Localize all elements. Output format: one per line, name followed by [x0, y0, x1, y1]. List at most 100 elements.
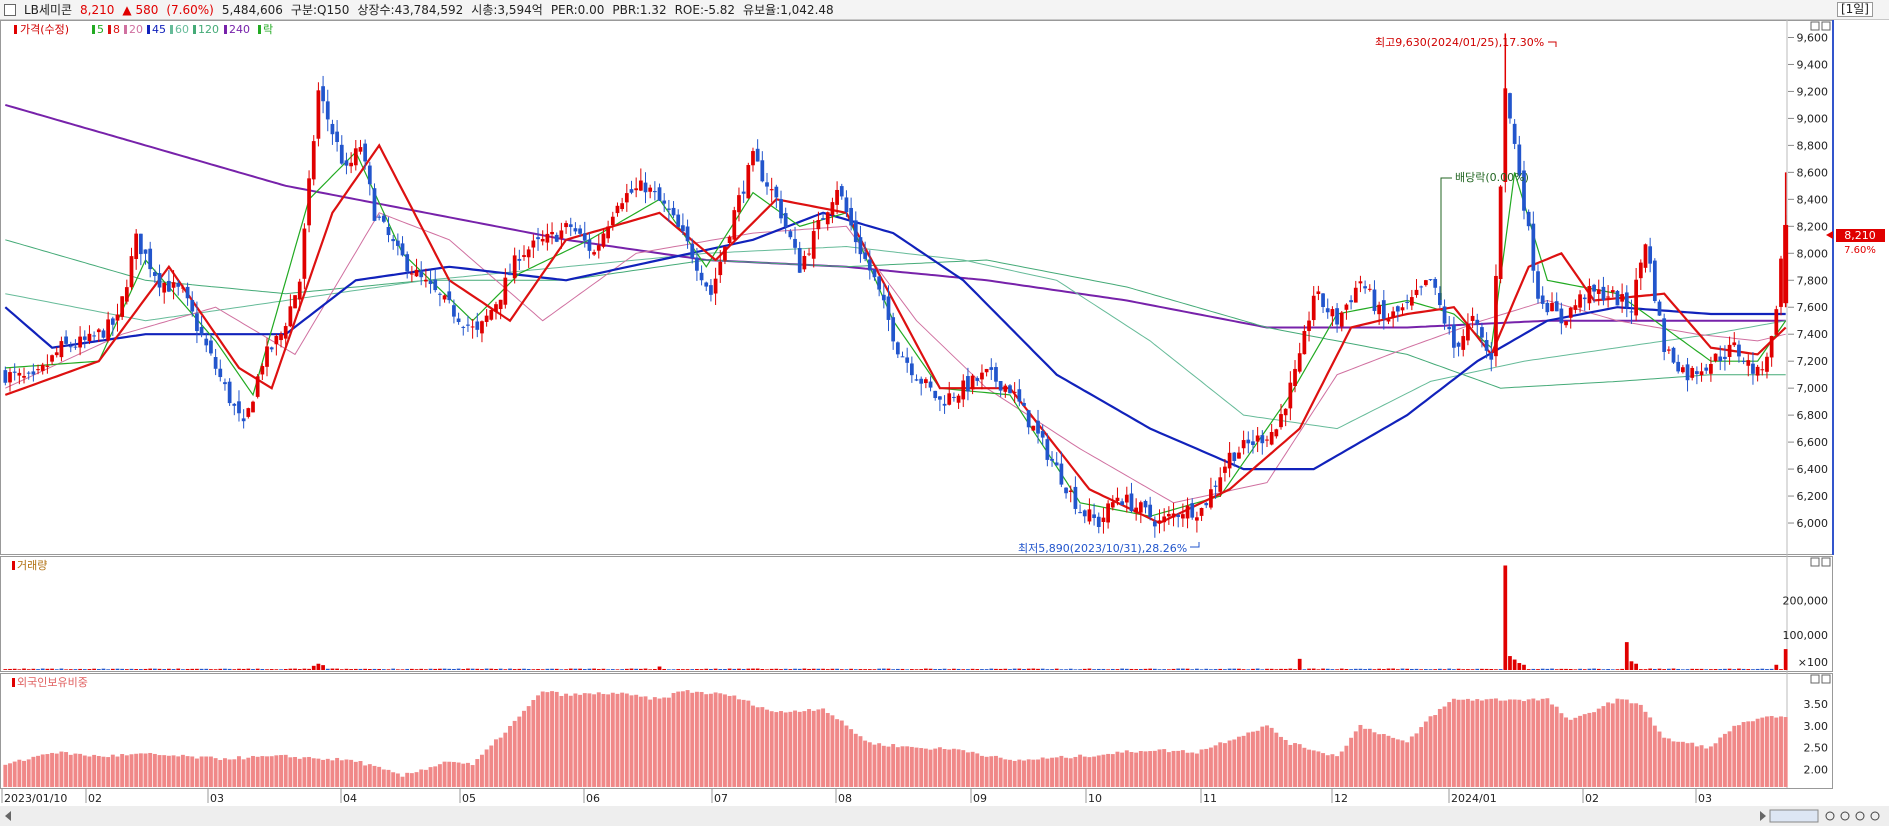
volume-bar	[1442, 669, 1447, 670]
volume-bar	[536, 669, 540, 670]
foreign-ratio-bar	[751, 705, 755, 787]
foreign-ratio-bar	[199, 756, 204, 787]
volume-bar	[914, 669, 919, 670]
volume-bar	[1587, 668, 1592, 670]
volume-bar	[807, 668, 811, 670]
volume-bar	[1713, 669, 1718, 670]
foreign-ratio-bar	[755, 707, 760, 787]
x-tick-label: 04	[343, 792, 357, 805]
candle-body	[1760, 369, 1765, 371]
foreign-ratio-bar	[110, 754, 115, 787]
candle-body	[1204, 503, 1209, 506]
legend-ma120-marker	[193, 25, 196, 34]
foreign-ratio-bar	[606, 694, 611, 787]
volume-bar	[1596, 668, 1601, 670]
foreign-ratio-bar	[143, 753, 148, 787]
foreign-ratio-bar	[937, 747, 942, 787]
volume-bar	[1643, 669, 1648, 670]
foreign-maximize-icon[interactable]	[1821, 674, 1831, 684]
volume-bar	[1162, 669, 1167, 670]
foreign-ratio-bar	[124, 755, 129, 787]
period-selector[interactable]: [1일]	[1836, 2, 1873, 17]
zoom-in-icon[interactable]	[1840, 811, 1850, 821]
candle-body	[737, 195, 741, 213]
foreign-ratio-bar	[26, 759, 31, 787]
foreign-ratio-bar	[1246, 732, 1251, 787]
foreign-ratio-bar	[54, 753, 59, 787]
foreign-ratio-bar	[620, 692, 625, 787]
foreign-ratio-bar	[1045, 758, 1050, 787]
foreign-ratio-bar	[774, 712, 779, 787]
foreign-ratio-bar	[106, 757, 111, 787]
candle-body	[952, 396, 956, 398]
volume-maximize-icon[interactable]	[1821, 557, 1831, 567]
zoom-slider[interactable]	[1769, 809, 1819, 823]
candle-body	[279, 334, 283, 341]
foreign-ratio-bar	[22, 760, 26, 787]
foreign-ratio-bar	[914, 747, 919, 787]
candle-body	[269, 347, 274, 350]
volume-bar	[218, 668, 223, 670]
foreign-ratio-bar	[45, 754, 50, 787]
foreign-ratio-bar	[288, 757, 293, 787]
scroll-left-icon[interactable]	[5, 811, 11, 821]
foreign-ratio-bar	[722, 694, 727, 787]
candle-body	[1223, 466, 1227, 473]
foreign-ratio-bar	[204, 756, 209, 787]
candle-body	[540, 238, 545, 242]
volume-bar	[195, 668, 199, 670]
candle-body	[297, 281, 302, 300]
zoom-out-icon[interactable]	[1825, 811, 1835, 821]
candle-body	[419, 270, 424, 278]
volume-bar	[1769, 668, 1774, 670]
zoom-reset-icon[interactable]	[1870, 811, 1880, 821]
candle-body	[512, 255, 517, 279]
volume-bar	[428, 668, 433, 670]
volume-bar	[1671, 668, 1676, 670]
candle-body	[1531, 223, 1536, 271]
candle-body	[1704, 367, 1709, 371]
price-minimize-icon[interactable]	[1810, 21, 1820, 31]
zoom-controls[interactable]	[1825, 811, 1880, 821]
legend-ma20-marker	[124, 25, 127, 34]
candle-body	[1779, 258, 1783, 307]
checkbox[interactable]	[4, 3, 16, 16]
foreign-minimize-icon[interactable]	[1810, 674, 1820, 684]
foreign-ratio-bar	[802, 711, 807, 787]
volume-bar	[1036, 668, 1040, 670]
candle-body	[970, 375, 975, 390]
price-maximize-icon[interactable]	[1821, 21, 1831, 31]
volume-bar	[64, 669, 68, 670]
volume-bar	[73, 669, 78, 670]
zoom-fit-icon[interactable]	[1855, 811, 1865, 821]
foreign-ratio-bar	[1732, 725, 1737, 787]
foreign-ratio-bar	[1779, 716, 1783, 787]
foreign-ratio-bar	[138, 753, 143, 787]
foreign-ratio-bar	[517, 716, 522, 787]
volume-bar	[251, 669, 255, 670]
foreign-ratio-bar	[1372, 732, 1377, 787]
legend-ma240-marker	[224, 25, 227, 34]
foreign-ratio-bar	[531, 699, 536, 787]
foreign-ratio-bar	[1470, 700, 1475, 787]
scroll-right-icon[interactable]	[1760, 811, 1766, 821]
volume-minimize-icon[interactable]	[1810, 557, 1820, 567]
foreign-ratio-bar	[1087, 757, 1092, 787]
volume-bar	[877, 668, 882, 670]
candle-body	[1405, 302, 1410, 304]
volume-bar	[31, 668, 36, 670]
candle-body	[1349, 300, 1353, 303]
candle-body	[811, 231, 816, 259]
foreign-ratio-bar	[718, 693, 723, 787]
volume-bar	[1489, 669, 1494, 670]
candle-body	[31, 371, 36, 375]
candle-body	[466, 324, 470, 326]
foreign-ratio-bar	[1171, 750, 1176, 787]
volume-bar	[279, 669, 283, 670]
volume-bar	[470, 668, 475, 670]
volume-bar	[1480, 668, 1484, 670]
foreign-ratio-bar	[624, 693, 629, 787]
volume-bar	[321, 665, 325, 670]
bottom-scrollbar-track[interactable]	[0, 806, 1889, 826]
foreign-ratio-bar	[629, 695, 634, 787]
